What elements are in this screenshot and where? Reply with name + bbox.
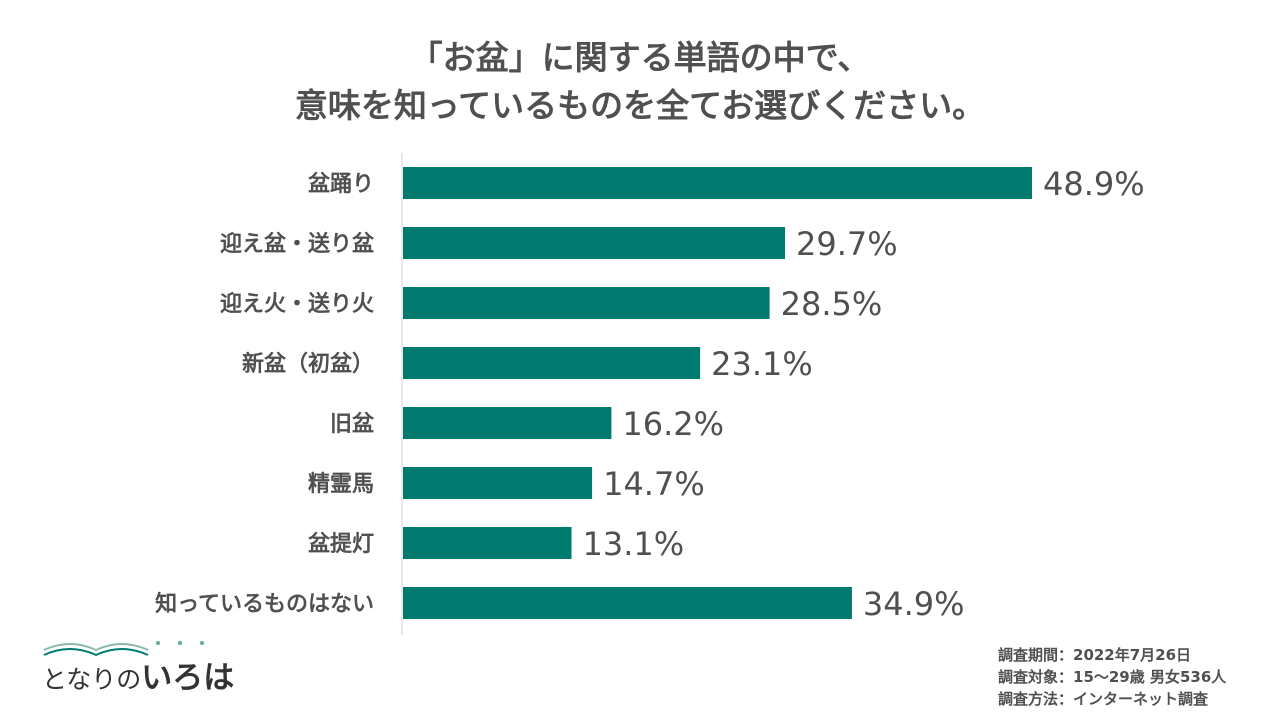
bar [403, 227, 786, 259]
category-label: 迎え火・送り火 [220, 291, 374, 317]
category-label: 迎え盆・送り盆 [220, 231, 375, 257]
logo-main: いろは [141, 660, 235, 696]
bar [403, 347, 701, 379]
value-label: 23.1% [711, 345, 813, 383]
category-label: 盆提灯 [308, 531, 374, 557]
bar [403, 587, 852, 619]
value-label: 14.7% [603, 465, 705, 503]
bar [403, 407, 612, 439]
value-label: 16.2% [622, 405, 724, 443]
title-line-2: 意味を知っているものを全てお選びください。 [294, 86, 986, 125]
survey-target: 調査対象：15〜29歳 男女536人 [998, 668, 1227, 686]
bar [403, 467, 593, 499]
brand-logo: となりのいろは [40, 636, 234, 696]
chart-title: 「お盆」に関する単語の中で、 意味を知っているものを全てお選びください。 [0, 34, 1280, 130]
value-label: 29.7% [796, 225, 898, 263]
survey-notes: 調査期間：2022年7月26日 調査対象：15〜29歳 男女536人 調査方法：… [998, 644, 1226, 710]
title-line-1: 「お盆」に関する単語の中で、 [409, 38, 871, 77]
value-label: 28.5% [781, 285, 883, 323]
logo-book-icon [43, 641, 204, 657]
survey-period: 調査期間：2022年7月26日 [998, 646, 1192, 664]
logo-prefix: となりの [42, 665, 142, 694]
bar [403, 527, 572, 559]
value-label: 13.1% [583, 525, 685, 563]
survey-method: 調査方法：インターネット調査 [998, 690, 1209, 708]
bar [403, 167, 1032, 199]
bar [403, 287, 770, 319]
value-label: 34.9% [863, 585, 965, 623]
category-label: 新盆（初盆） [242, 351, 374, 377]
category-label: 旧盆 [330, 411, 375, 437]
category-label: 精霊馬 [308, 471, 374, 497]
category-label: 知っているものはない [155, 591, 374, 617]
value-label: 48.9% [1043, 165, 1145, 203]
category-label: 盆踊り [308, 171, 374, 197]
